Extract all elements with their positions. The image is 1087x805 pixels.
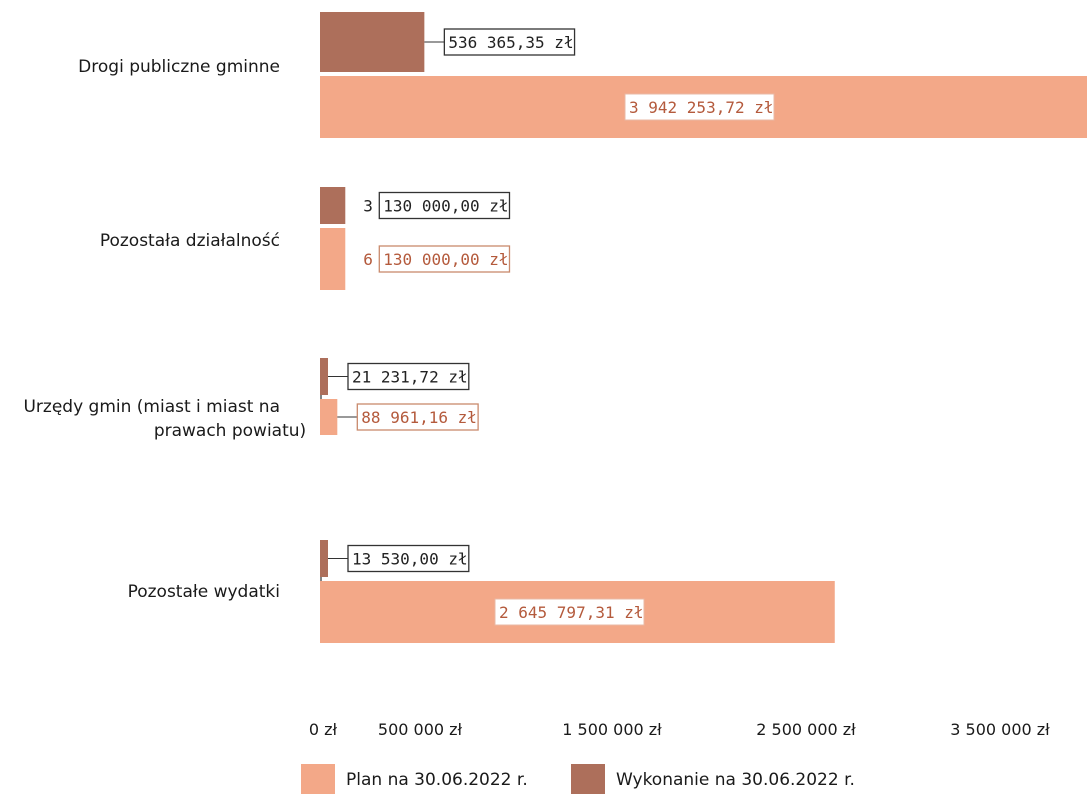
data-label-text: 2 645 797,31 zł bbox=[499, 603, 644, 622]
data-label-box bbox=[356, 403, 479, 431]
category-label: Drogi publiczne gminne bbox=[78, 57, 280, 77]
data-label-stub: 6 bbox=[363, 250, 373, 269]
category-label-line: prawach powiatu) bbox=[154, 421, 306, 441]
legend: Plan na 30.06.2022 r. Wykonanie na 30.06.… bbox=[301, 764, 855, 794]
data-label: 2 645 797,31 zł bbox=[494, 598, 645, 626]
x-tick-label: 1 500 000 zł bbox=[562, 720, 662, 739]
data-labels-group: 536 365,35 zł 3 942 253,72 zł 3 130 000,00 … bbox=[328, 28, 775, 626]
data-label-text: 536 365,35 zł bbox=[448, 33, 573, 52]
data-label: 21 231,72 zł bbox=[328, 362, 470, 391]
data-label-box bbox=[378, 245, 511, 273]
data-label-text: 130 000,00 zł bbox=[383, 197, 508, 216]
legend-swatch bbox=[301, 764, 335, 794]
legend-label: Wykonanie na 30.06.2022 r. bbox=[616, 770, 855, 790]
data-label-box bbox=[378, 191, 511, 220]
category-label: Urzędy gmin (miast i miast na prawach pow… bbox=[23, 397, 306, 441]
category-label: Pozostałe wydatki bbox=[128, 582, 280, 602]
x-axis-ticks-group: 0 zł 500 000 zł 1 500 000 zł 2 500 000 zł 3 … bbox=[309, 720, 1050, 739]
data-label: 88 961,16 zł bbox=[337, 403, 479, 431]
data-label-box bbox=[443, 28, 576, 56]
x-tick-label: 500 000 zł bbox=[378, 720, 463, 739]
bar-wykonanie bbox=[320, 187, 346, 224]
data-label-text: 88 961,16 zł bbox=[361, 408, 477, 427]
data-label-text: 130 000,00 zł bbox=[383, 250, 508, 269]
data-label-stub: 3 bbox=[363, 197, 373, 216]
data-label-box bbox=[624, 93, 775, 121]
x-tick-label: 3 500 000 zł bbox=[950, 720, 1050, 739]
data-label-box bbox=[347, 544, 470, 573]
category-labels-group: Drogi publiczne gminne Pozostała działaln… bbox=[23, 57, 306, 602]
bar-wykonanie bbox=[320, 12, 425, 72]
legend-label: Plan na 30.06.2022 r. bbox=[346, 770, 528, 790]
data-label-box bbox=[347, 362, 470, 391]
data-label: 536 365,35 zł bbox=[424, 28, 576, 56]
x-tick-label: 2 500 000 zł bbox=[756, 720, 856, 739]
data-label: 6 130 000,00 zł bbox=[363, 245, 511, 273]
data-label-box bbox=[494, 598, 645, 626]
bar-plan bbox=[320, 228, 346, 290]
data-label-text: 21 231,72 zł bbox=[352, 368, 468, 387]
category-label: Pozostała działalność bbox=[100, 231, 280, 251]
bar-wykonanie bbox=[320, 358, 328, 395]
legend-swatch bbox=[571, 764, 605, 794]
data-label-text: 13 530,00 zł bbox=[352, 550, 468, 569]
data-label-text: 3 942 253,72 zł bbox=[629, 98, 774, 117]
category-label-line: Urzędy gmin (miast i miast na bbox=[23, 397, 280, 417]
data-label: 13 530,00 zł bbox=[328, 544, 470, 573]
bar-plan bbox=[320, 399, 338, 435]
data-label: 3 942 253,72 zł bbox=[624, 93, 775, 121]
data-label: 3 130 000,00 zł bbox=[363, 191, 511, 220]
x-tick-label: 0 zł bbox=[309, 720, 338, 739]
bar-wykonanie bbox=[320, 540, 328, 577]
